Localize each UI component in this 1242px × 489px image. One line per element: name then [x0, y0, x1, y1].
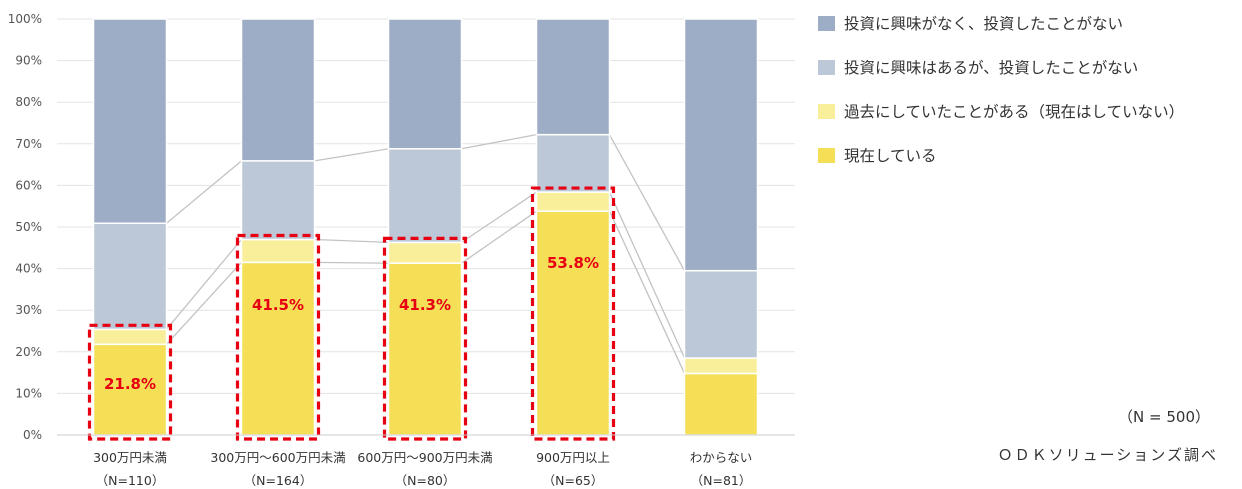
series-connector-line — [461, 134, 537, 150]
series-connector-line — [166, 261, 242, 345]
series-connector-line — [608, 210, 686, 374]
y-tick-label: 30% — [15, 303, 42, 317]
legend-item: 過去にしていたことがある（現在はしていない） — [818, 102, 1185, 121]
legend-label: 投資に興味がなく、投資したことがない — [844, 15, 1124, 33]
bar-segment — [92, 18, 168, 225]
bar-segment — [240, 238, 316, 264]
bar-segment — [535, 210, 611, 436]
series-connector-line — [314, 238, 389, 244]
bar-segment — [387, 148, 463, 244]
sample-size-note: （N = 500） — [1118, 408, 1210, 426]
highlight-box — [235, 233, 321, 441]
legend-item: 現在している — [818, 146, 1184, 165]
series-connector-line — [166, 160, 242, 224]
bar-segment — [92, 222, 168, 331]
bar-segment — [683, 357, 759, 375]
data-label: 41.5% — [252, 296, 304, 314]
x-category-label: 900万円以上 — [536, 450, 610, 465]
x-category-label: 300万円未満 — [93, 450, 167, 465]
legend-swatch — [818, 59, 835, 75]
legend-label: 現在している — [844, 147, 937, 165]
x-category-count: （N=164） — [244, 473, 313, 488]
bar-segment — [240, 160, 316, 241]
highlight-box — [382, 236, 468, 441]
series-connector-line — [314, 261, 389, 264]
highlight-box — [530, 186, 616, 441]
y-tick-label: 0% — [23, 428, 42, 442]
series-connector-line — [608, 134, 686, 271]
bar-segment — [92, 328, 168, 346]
y-tick-label: 80% — [15, 95, 42, 109]
bar-segment — [240, 261, 316, 436]
bar-segment — [683, 372, 759, 436]
y-tick-label: 10% — [15, 386, 42, 400]
bar-segment — [240, 18, 316, 162]
data-label: 53.8% — [547, 254, 599, 272]
bar-segment — [387, 18, 463, 150]
bar-segment — [683, 269, 759, 359]
bar-segment — [535, 133, 611, 193]
x-category-label: 600万円～900万円未満 — [357, 450, 492, 465]
y-tick-label: 90% — [15, 54, 42, 68]
bar-segment — [387, 241, 463, 264]
x-category-count: （N=65） — [543, 473, 604, 488]
legend-label: 過去にしていたことがある（現在はしていない） — [844, 103, 1185, 121]
x-category-count: （N=81） — [691, 473, 752, 488]
x-category-label: 300万円～600万円未満 — [210, 450, 345, 465]
y-tick-label: 100% — [8, 12, 42, 26]
highlight-box — [87, 323, 173, 441]
bar-segment — [387, 262, 463, 436]
source-note: ＯＤＫソリューションズ調べ — [997, 446, 1218, 464]
data-label: 41.3% — [399, 296, 451, 314]
legend-swatch — [818, 103, 835, 119]
y-tick-label: 20% — [15, 345, 42, 359]
y-tick-label: 50% — [15, 220, 42, 234]
y-tick-label: 40% — [15, 262, 42, 276]
x-category-count: （N=110） — [96, 473, 165, 488]
y-tick-label: 60% — [15, 178, 42, 192]
legend-swatch — [818, 147, 835, 163]
bar-segment — [535, 18, 611, 136]
x-category-count: （N=80） — [395, 473, 456, 488]
legend-swatch — [818, 15, 835, 31]
x-category-label: わからない — [690, 450, 753, 465]
series-connector-line — [166, 239, 242, 330]
legend-label: 投資に興味はあるが、投資したことがない — [844, 59, 1139, 77]
chart-legend: 投資に興味がなく、投資したことがない 投資に興味はあるが、投資したことがない 過… — [818, 14, 1184, 190]
y-tick-label: 70% — [15, 137, 42, 151]
series-connector-line — [314, 148, 389, 162]
bar-segment — [683, 18, 759, 272]
series-connector-line — [461, 210, 537, 264]
series-connector-line — [461, 191, 537, 243]
legend-item: 投資に興味がなく、投資したことがない — [818, 14, 1184, 33]
series-connector-line — [608, 191, 686, 359]
bar-segment — [535, 191, 611, 212]
data-label: 21.8% — [104, 375, 156, 393]
legend-item: 投資に興味はあるが、投資したことがない — [818, 58, 1184, 77]
